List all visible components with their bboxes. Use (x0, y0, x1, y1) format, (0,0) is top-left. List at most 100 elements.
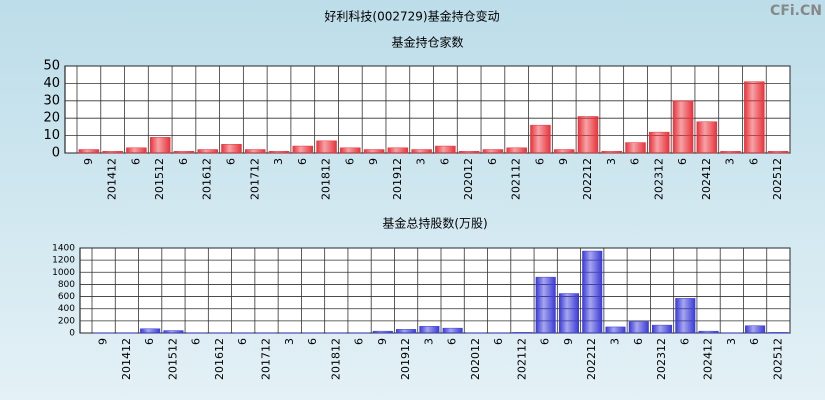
y-tick-label: 30 (43, 93, 60, 108)
bar (553, 149, 575, 154)
x-tick-label: 9 (562, 338, 575, 345)
x-tick-label: 6 (446, 338, 459, 345)
x-tick-label: 6 (629, 158, 642, 165)
x-tick-label: 202512 (771, 338, 784, 380)
bar (435, 145, 456, 154)
x-tick-label: 201812 (329, 338, 342, 380)
x-tick-label: 202312 (652, 158, 665, 200)
x-tick-label: 9 (376, 338, 389, 345)
bar (506, 147, 527, 154)
x-tick-label: 6 (632, 338, 645, 345)
bar (149, 137, 171, 154)
y-tick-label: 50 (43, 59, 60, 74)
x-tick-label: 9 (557, 158, 570, 165)
x-tick-label: 202412 (702, 338, 715, 380)
x-tick-label: 3 (725, 338, 738, 345)
bar (558, 293, 579, 334)
bar (745, 325, 766, 334)
bar (625, 142, 646, 154)
x-tick-label: 3 (272, 158, 285, 165)
plot-area (79, 247, 791, 334)
x-tick-label: 202512 (771, 158, 784, 200)
x-tick-label: 6 (748, 338, 761, 345)
bar (396, 329, 417, 334)
bar (535, 276, 556, 334)
bar (292, 145, 314, 154)
chart-title: 基金总持股数(万股) (382, 216, 487, 231)
bar (102, 151, 123, 154)
x-tick-label: 9 (367, 158, 380, 165)
bar (316, 140, 337, 154)
bar (221, 144, 242, 154)
bar (363, 149, 385, 154)
x-tick-label: 201412 (120, 338, 133, 380)
bar (411, 149, 432, 154)
x-tick-label: 201712 (260, 338, 273, 380)
y-tick-label: 800 (58, 280, 75, 290)
x-tick-label: 201912 (399, 338, 412, 380)
x-tick-label: 202012 (469, 338, 482, 380)
bar (698, 330, 719, 334)
x-tick-label: 6 (236, 338, 249, 345)
x-tick-label: 3 (415, 158, 428, 165)
y-tick-label: 1000 (52, 268, 75, 278)
bar (768, 332, 789, 334)
x-tick-label: 3 (422, 338, 435, 345)
bar (512, 332, 533, 334)
bar (530, 124, 551, 154)
x-tick-label: 9 (82, 158, 95, 165)
bar (582, 250, 603, 334)
chart-title: 基金持仓家数 (391, 35, 463, 50)
x-tick-label: 6 (747, 158, 760, 165)
bar (675, 298, 696, 334)
bar (649, 131, 670, 154)
x-tick-label: 202412 (700, 158, 713, 200)
watermark: CFi.CN (770, 3, 822, 19)
page-title: 好利科技(002729)基金持仓变动 (324, 9, 499, 24)
x-tick-label: 201912 (391, 158, 404, 200)
x-tick-label: 201712 (248, 158, 261, 200)
bar (268, 151, 290, 154)
bar (601, 151, 622, 154)
x-tick-label: 201512 (166, 338, 179, 380)
x-tick-label: 202112 (515, 338, 528, 380)
x-tick-label: 6 (492, 338, 505, 345)
x-tick-label: 6 (143, 338, 156, 345)
x-tick-label: 6 (306, 338, 319, 345)
x-tick-label: 6 (343, 158, 356, 165)
x-tick-label: 6 (438, 158, 451, 165)
bar (628, 321, 649, 334)
bar (744, 81, 765, 154)
x-tick-label: 201612 (201, 158, 214, 200)
y-tick-label: 600 (58, 292, 75, 302)
x-tick-label: 6 (296, 158, 309, 165)
x-tick-label: 3 (605, 158, 618, 165)
x-tick-label: 201412 (106, 158, 119, 200)
bar (78, 149, 100, 154)
bar (419, 326, 440, 334)
x-tick-label: 6 (224, 158, 237, 165)
bar (126, 147, 147, 154)
x-tick-label: 3 (609, 338, 622, 345)
bar (767, 151, 789, 154)
y-tick-label: 10 (43, 128, 60, 143)
x-tick-label: 201812 (320, 158, 333, 200)
x-tick-label: 6 (129, 158, 142, 165)
y-tick-label: 400 (58, 304, 75, 314)
x-tick-label: 6 (486, 158, 499, 165)
x-tick-label: 202012 (462, 158, 475, 200)
y-tick-label: 200 (58, 316, 75, 326)
x-tick-label: 6 (177, 158, 190, 165)
x-tick-label: 6 (533, 158, 546, 165)
x-tick-label: 6 (190, 338, 203, 345)
bar (720, 151, 741, 154)
x-tick-label: 6 (353, 338, 366, 345)
x-tick-label: 9 (97, 338, 110, 345)
bar (197, 149, 218, 154)
y-tick-label: 20 (43, 111, 60, 126)
y-tick-label: 1400 (52, 244, 75, 254)
x-tick-label: 201512 (153, 158, 166, 200)
bar (163, 330, 184, 334)
x-tick-label: 202312 (655, 338, 668, 380)
